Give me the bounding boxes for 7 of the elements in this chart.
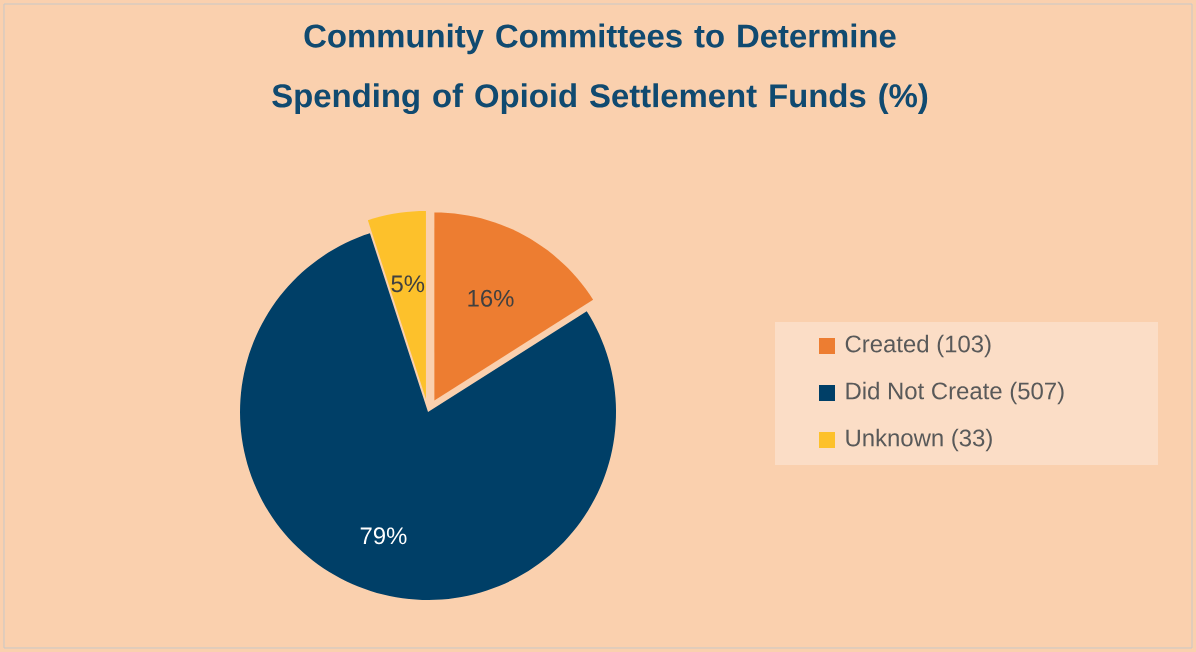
legend-label: Unknown (33) <box>846 428 992 452</box>
legend-label: Created (103) <box>845 334 991 358</box>
data-label: 5% <box>391 275 425 293</box>
legend-label: Did Not Create (507) <box>846 381 1064 405</box>
chart-title: Community Committees to Determine Spending of Opioid Settlement Funds (%) <box>272 23 928 115</box>
data-label: 79% <box>360 527 407 545</box>
data-label: 16% <box>468 289 514 307</box>
